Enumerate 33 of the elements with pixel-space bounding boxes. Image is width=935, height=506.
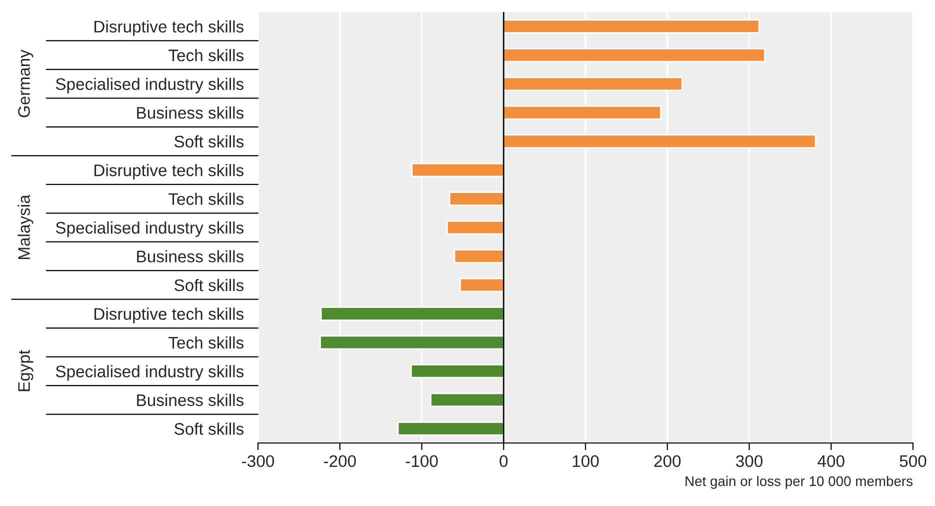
x-tick-label: 100 <box>572 455 599 468</box>
y-tick-label: Disruptive tech skills <box>94 308 244 324</box>
bar <box>454 249 504 264</box>
x-tick-label: -100 <box>406 455 438 468</box>
text: Germany <box>18 50 34 118</box>
y-tick-label: Soft skills <box>174 422 244 435</box>
text: Malaysia <box>18 194 34 260</box>
x-tick-label: 400 <box>818 455 844 468</box>
x-tick-label: 300 <box>736 455 763 468</box>
y-tick-label: Business skills <box>137 250 244 262</box>
x-tick-label: 200 <box>654 455 681 468</box>
x-tick-label: -200 <box>324 455 356 468</box>
x-tick-label: 500 <box>900 455 926 468</box>
y-tick-label: Disruptive tech skills <box>94 164 244 180</box>
bar <box>430 392 504 408</box>
y-tick-label: Disruptive tech skills <box>94 20 244 36</box>
bar <box>460 278 504 292</box>
x-tick-label: -300 <box>242 455 274 468</box>
y-tick-label: Business skills <box>137 106 244 119</box>
y-tick-label: Specialised industry skills <box>56 365 244 381</box>
y-tick-label: Tech skills <box>168 192 244 205</box>
text: Egypt <box>18 350 34 392</box>
bar <box>446 220 504 235</box>
y-tick-label: Soft skills <box>174 278 244 292</box>
y-tick-label: Tech skills <box>168 336 244 349</box>
y-tick-label: Tech skills <box>168 49 244 62</box>
y-tick-label: Business skills <box>137 394 244 406</box>
y-tick-label: Specialised industry skills <box>56 78 244 94</box>
y-tick-label: Soft skills <box>174 135 244 148</box>
bar <box>448 192 504 206</box>
x-tick-label: 0 <box>500 455 508 468</box>
x-axis-title: Net gain or loss per 10 000 members <box>686 476 913 489</box>
y-tick-label: Specialised industry skills <box>56 221 244 237</box>
